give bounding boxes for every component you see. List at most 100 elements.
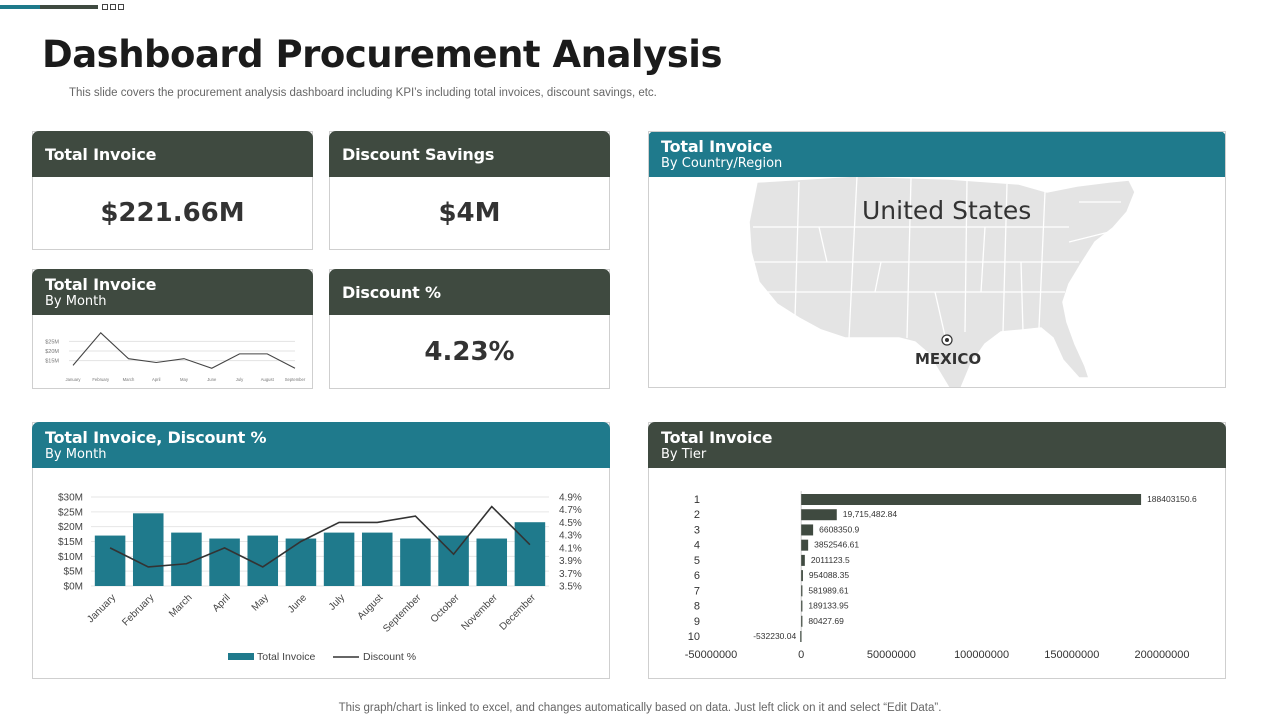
tier-value-label: 6608350.9	[819, 524, 859, 534]
mini-xtick-label: September	[285, 377, 306, 382]
invoice-by-month-card[interactable]: Total Invoice By Month $25M $20M $15M Janua…	[32, 269, 313, 389]
mini-xtick-label: January	[66, 377, 82, 382]
mini-xtick-label: June	[207, 377, 217, 382]
kpi-discount-savings-header: Discount Savings	[329, 131, 610, 177]
tier-category-label: 7	[694, 585, 700, 597]
invoice-by-tier-chart: 1 188403150.6 2 19,715,482.84 3 6608350.9 4 385…	[685, 491, 1197, 661]
invoice-discount-card[interactable]: Total Invoice, Discount % By Month $0M $5…	[32, 422, 610, 679]
combo-yleft-tick: $5M	[64, 567, 83, 578]
invoice-by-region-card[interactable]: Total Invoice By Country/Region United S…	[648, 131, 1226, 388]
combo-xtick-label: June	[286, 592, 309, 615]
combo-yright-tick: 4.1%	[559, 543, 582, 554]
combo-xtick-label: March	[167, 592, 194, 619]
tier-bar	[801, 539, 809, 551]
combo-yleft-tick: $20M	[58, 522, 83, 533]
tier-value-label: 19,715,482.84	[843, 509, 898, 519]
combo-xtick-label: December	[498, 592, 539, 633]
us-map-landmass	[748, 175, 1136, 387]
top-accent-bar	[0, 5, 98, 9]
mexico-marker-dot	[945, 338, 949, 342]
legend-total-invoice-label: Total Invoice	[257, 651, 316, 663]
mini-xtick-label: March	[123, 377, 135, 382]
map-label-mexico[interactable]: MEXICO	[915, 350, 982, 368]
map-label-united-states[interactable]: United States	[862, 196, 1032, 225]
invoice-by-region-title: Total Invoice	[661, 137, 773, 156]
combo-yright-tick: 4.7%	[559, 505, 582, 516]
invoice-by-month-chart: $25M $20M $15M January February March April May…	[45, 331, 306, 382]
combo-xtick-label: October	[429, 592, 462, 625]
tier-bar	[801, 615, 803, 627]
mini-ytick-label: $25M	[45, 339, 59, 345]
combo-yright-tick: 4.9%	[559, 493, 582, 504]
invoice-by-region-header: Total Invoice By Country/Region	[649, 132, 1225, 177]
kpi-total-invoice-card[interactable]: Total Invoice $221.66M	[32, 131, 313, 250]
combo-xtick-label: September	[381, 592, 424, 635]
page-subtitle: This slide covers the procurement analys…	[69, 87, 657, 99]
us-map	[748, 175, 1136, 387]
legend-total-invoice-swatch	[228, 653, 254, 660]
combo-discount-line	[109, 505, 531, 568]
combo-xtick-label: November	[459, 592, 500, 633]
combo-xtick-label: April	[211, 592, 233, 614]
tier-value-label: 189133.95	[808, 601, 848, 611]
kpi-discount-pct-title: Discount %	[342, 282, 441, 302]
tier-bar	[801, 524, 814, 536]
invoice-discount-title: Total Invoice, Discount %	[45, 428, 267, 447]
combo-yleft-tick: $25M	[58, 507, 83, 518]
combo-bar	[514, 522, 546, 586]
tier-category-label: 1	[694, 494, 700, 506]
combo-bar	[323, 532, 355, 586]
invoice-by-tier-subtitle: By Tier	[661, 447, 707, 462]
kpi-discount-pct-card[interactable]: Discount % 4.23%	[329, 269, 610, 389]
tier-value-label: 3852546.61	[814, 540, 859, 550]
mini-xtick-label: August	[261, 377, 275, 382]
invoice-by-month-header: Total Invoice By Month	[32, 269, 313, 315]
tier-bar	[801, 570, 803, 582]
combo-yright-tick: 3.7%	[559, 569, 582, 580]
invoice-discount-header: Total Invoice, Discount % By Month	[32, 422, 610, 468]
tier-bar	[801, 554, 805, 566]
combo-bar	[400, 538, 431, 586]
kpi-discount-savings-value: $4M	[438, 198, 501, 228]
kpi-total-invoice-value: $221.66M	[100, 198, 245, 228]
tier-bar	[800, 631, 802, 642]
invoice-by-tier-header: Total Invoice By Tier	[648, 422, 1226, 468]
us-state-borders	[751, 175, 1121, 339]
combo-yright-tick: 4.5%	[559, 518, 582, 529]
mini-xtick-label: April	[152, 377, 160, 382]
combo-xtick-label: May	[250, 592, 271, 613]
tier-category-label: 3	[694, 524, 700, 536]
top-accent-highlight	[0, 5, 40, 9]
combo-bar	[361, 532, 393, 586]
tier-bar	[801, 509, 837, 521]
combo-bar	[132, 513, 164, 586]
invoice-discount-chart: $0M $5M $10M $15M $20M $25M $30M 3.5% 3.7% 3.9% 4.…	[58, 493, 582, 664]
invoice-by-tier-card[interactable]: Total Invoice By Tier 1 188403150.6 2 19,71…	[648, 422, 1226, 679]
invoice-by-region-subtitle: By Country/Region	[661, 156, 783, 171]
combo-yleft-tick: $0M	[64, 582, 83, 593]
legend-discount-label: Discount %	[363, 651, 416, 663]
combo-bar	[209, 538, 240, 586]
tier-value-label: 581989.61	[808, 585, 848, 595]
tier-value-label: 954088.35	[809, 570, 849, 580]
tier-bar	[801, 494, 1142, 505]
kpi-discount-savings-card[interactable]: Discount Savings $4M	[329, 131, 610, 250]
tier-bar	[801, 600, 803, 612]
tier-category-label: 4	[694, 540, 700, 552]
kpi-discount-savings-title: Discount Savings	[342, 144, 495, 164]
tier-bar	[801, 585, 803, 597]
combo-xtick-label: February	[120, 592, 156, 628]
tier-category-label: 2	[694, 509, 700, 521]
mini-ytick-label: $20M	[45, 349, 59, 355]
tier-category-label: 8	[694, 601, 700, 613]
tier-xtick-label: 0	[798, 649, 804, 661]
kpi-discount-pct-value: 4.23%	[424, 337, 515, 367]
combo-yright-tick: 3.5%	[559, 582, 582, 593]
tier-value-label: -532230.04	[753, 631, 796, 641]
tier-category-label: 5	[694, 555, 700, 567]
invoice-by-month-title: Total Invoice	[45, 275, 157, 294]
combo-bar	[476, 538, 508, 586]
mini-xtick-label: February	[92, 377, 110, 382]
combo-yright-tick: 4.3%	[559, 531, 582, 542]
tier-xtick-label: 50000000	[867, 649, 916, 661]
